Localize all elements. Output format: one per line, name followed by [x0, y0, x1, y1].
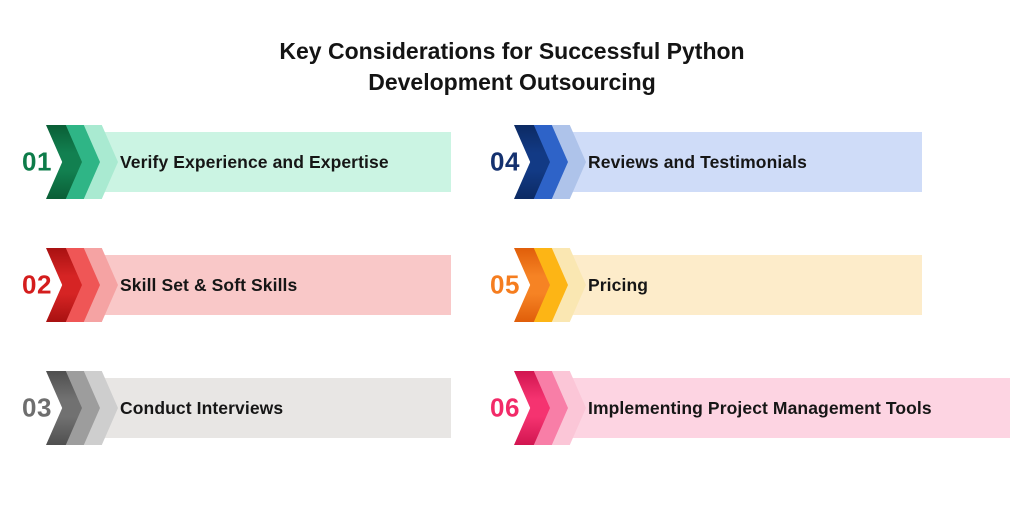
page-title-line2: Development Outsourcing [368, 69, 656, 95]
step-item-03: Conduct Interviews 03 [22, 371, 451, 445]
step-label: Reviews and Testimonials [588, 151, 807, 172]
step-number: 06 [490, 392, 520, 423]
step-label: Pricing [588, 274, 649, 295]
right-column: Reviews and Testimonials 04 Pricing 05 I… [490, 125, 1024, 494]
step-number: 03 [22, 392, 52, 423]
step-item-01: Verify Experience and Expertise 01 [22, 125, 451, 199]
step-item-02: Skill Set & Soft Skills 02 [22, 248, 451, 322]
step-banner: Verify Experience and Expertise [62, 132, 451, 192]
step-banner: Implementing Project Management Tools [530, 378, 1010, 438]
step-item-06: Implementing Project Management Tools 06 [490, 371, 1024, 445]
step-item-04: Reviews and Testimonials 04 [490, 125, 1024, 199]
page-title-line1: Key Considerations for Successful Python [279, 38, 745, 64]
step-label: Verify Experience and Expertise [120, 151, 389, 172]
step-number: 05 [490, 269, 520, 300]
step-label: Implementing Project Management Tools [588, 397, 932, 418]
step-banner: Conduct Interviews [62, 378, 451, 438]
left-column: Verify Experience and Expertise 01 Skill… [22, 125, 451, 494]
page-title: Key Considerations for Successful Python… [0, 36, 1024, 98]
step-banner: Pricing [530, 255, 922, 315]
step-label: Skill Set & Soft Skills [120, 274, 298, 295]
step-number: 02 [22, 269, 52, 300]
step-banner: Reviews and Testimonials [530, 132, 922, 192]
step-item-05: Pricing 05 [490, 248, 1024, 322]
step-label: Conduct Interviews [120, 397, 284, 418]
step-banner: Skill Set & Soft Skills [62, 255, 451, 315]
step-number: 01 [22, 146, 52, 177]
step-number: 04 [490, 146, 520, 177]
